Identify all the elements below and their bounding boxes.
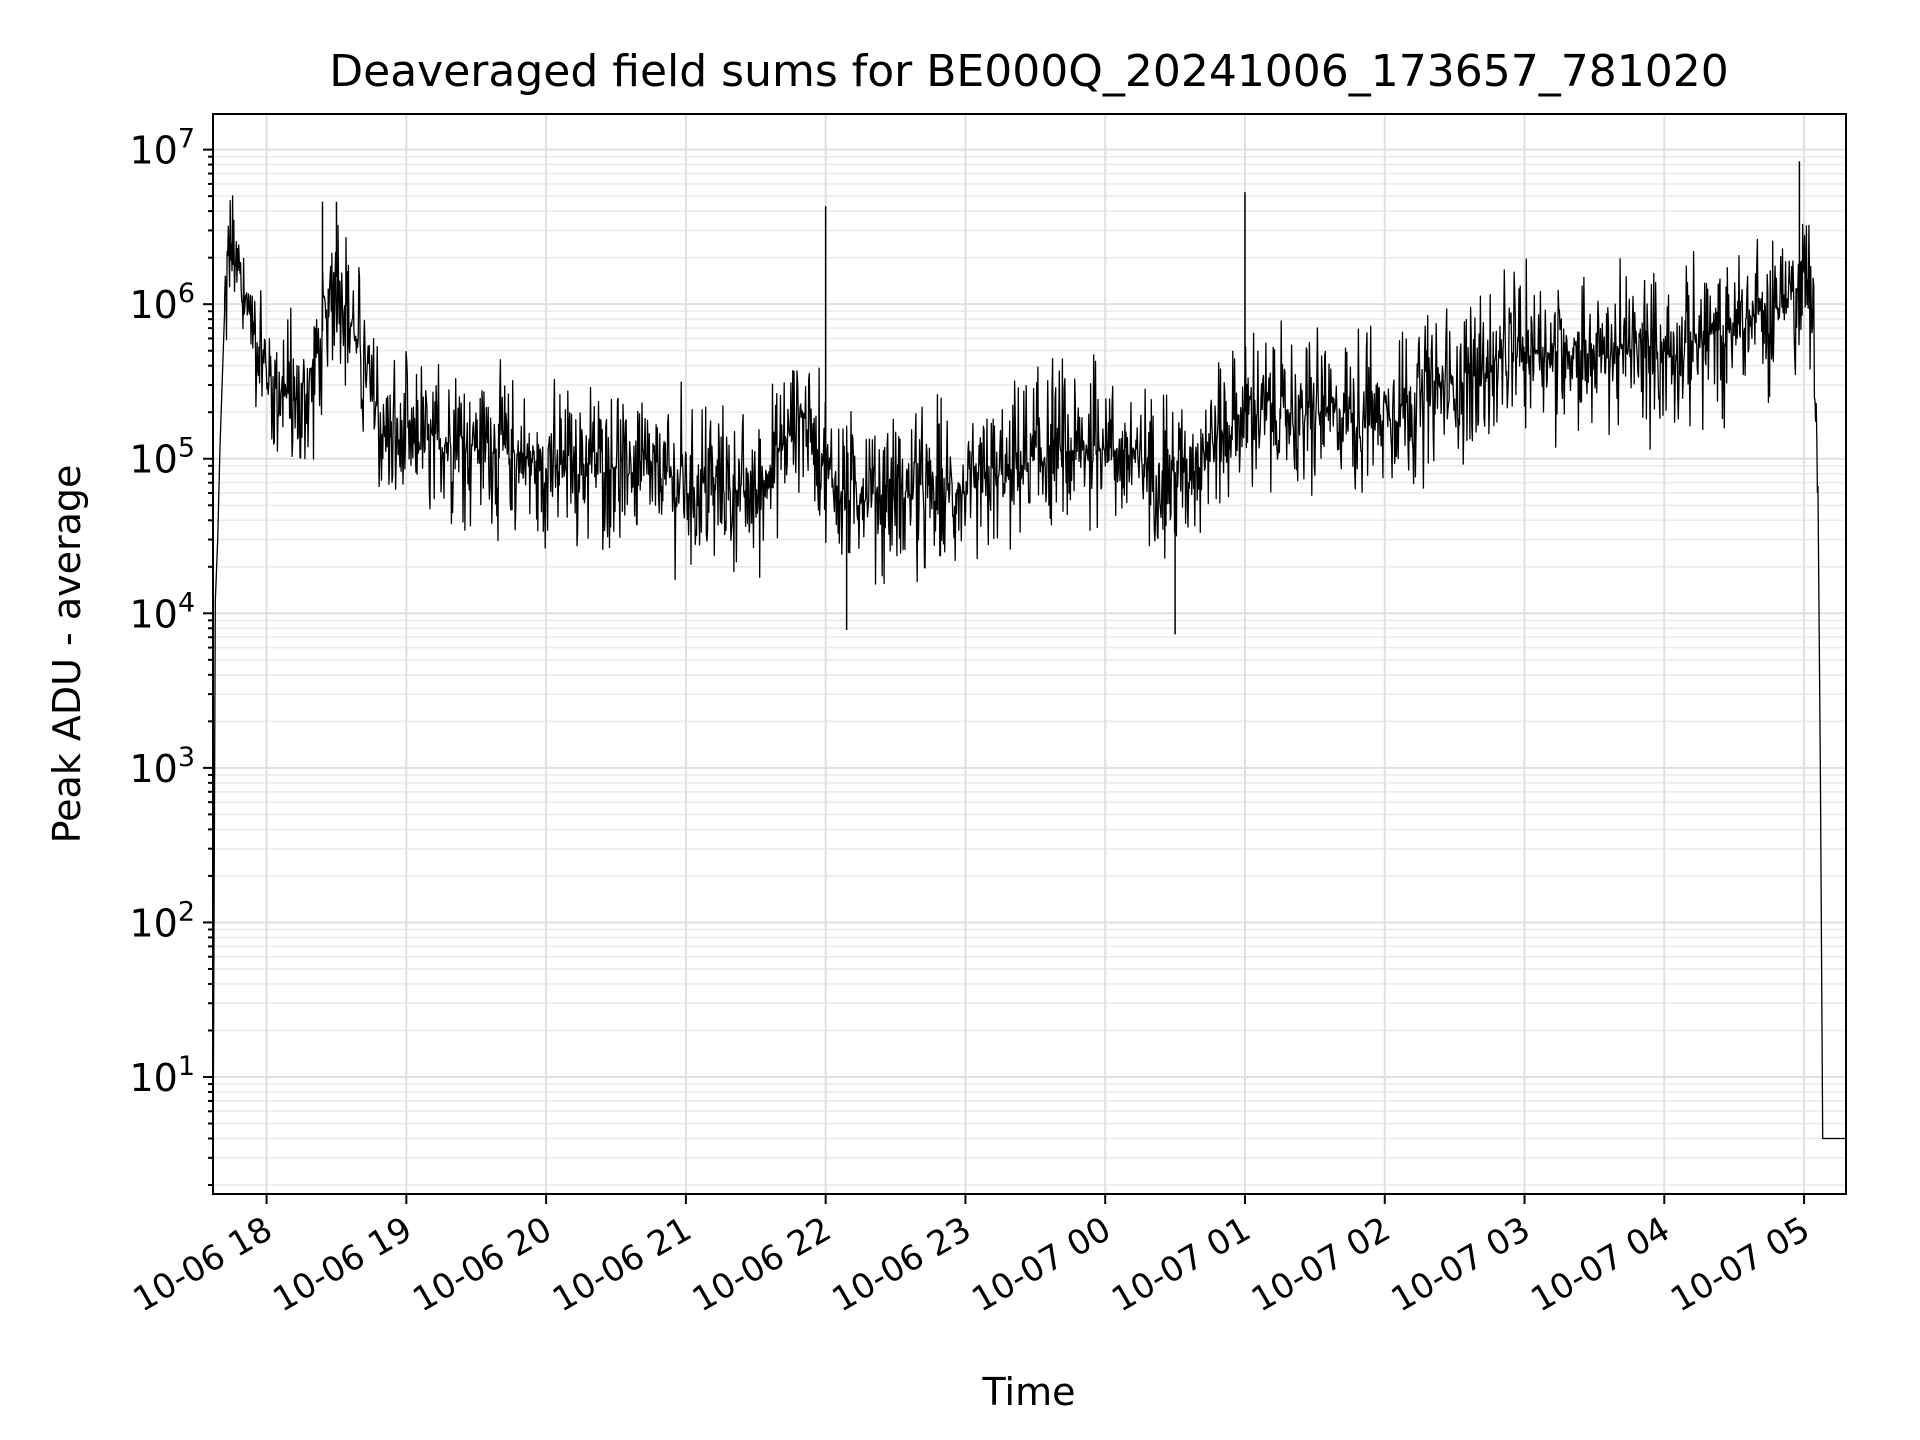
y-tick-label-base: 10 xyxy=(129,592,177,636)
series-line xyxy=(212,195,1846,1186)
y-tick-label-exponent: 6 xyxy=(178,278,195,309)
series-layer xyxy=(212,161,1846,1186)
y-tick-label: 107 xyxy=(129,124,195,173)
x-axis-label: Time xyxy=(982,1370,1076,1414)
y-tick-label-base: 10 xyxy=(129,1056,177,1100)
y-tick-label-exponent: 2 xyxy=(178,896,195,927)
plot-frame xyxy=(212,113,1847,1195)
chart-title: Deaveraged field sums for BE000Q_2024100… xyxy=(329,46,1728,97)
y-tick-label: 103 xyxy=(129,742,195,791)
y-tick-label-base: 10 xyxy=(129,438,177,482)
y-tick-label-exponent: 4 xyxy=(178,587,195,618)
y-tick-label-base: 10 xyxy=(129,283,177,327)
y-tick-label: 102 xyxy=(129,896,195,945)
y-tick-label: 105 xyxy=(129,433,195,482)
grid-layer xyxy=(213,114,1846,1194)
y-tick-label-exponent: 3 xyxy=(178,742,195,773)
y-tick-label-base: 10 xyxy=(129,901,177,945)
y-tick-label-exponent: 1 xyxy=(178,1051,195,1082)
y-tick-label: 104 xyxy=(129,587,195,636)
y-tick-label: 106 xyxy=(129,278,195,327)
y-tick-label-base: 10 xyxy=(129,747,177,791)
y-tick-label-exponent: 7 xyxy=(178,124,195,155)
y-tick-label-base: 10 xyxy=(129,129,177,173)
y-tick-label-exponent: 5 xyxy=(178,433,195,464)
y-tick-label: 101 xyxy=(129,1051,195,1100)
y-axis-label: Peak ADU - average xyxy=(45,465,89,844)
